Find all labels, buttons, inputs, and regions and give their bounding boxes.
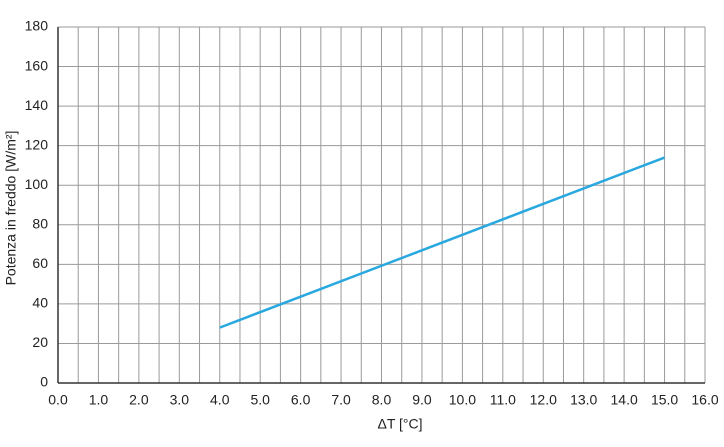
x-tick-label: 6.0 xyxy=(291,392,311,408)
x-tick-label: 5.0 xyxy=(250,392,270,408)
x-tick-label: 16.0 xyxy=(691,392,718,408)
x-tick-label: 9.0 xyxy=(412,392,432,408)
x-tick-label: 12.0 xyxy=(530,392,557,408)
data-line xyxy=(219,156,666,329)
y-tick-label: 0 xyxy=(40,374,48,390)
y-axis-label: Potenza in freddo [W/m²] xyxy=(3,131,19,286)
x-tick-label: 3.0 xyxy=(170,392,190,408)
x-tick-label: 8.0 xyxy=(372,392,392,408)
y-tick-label: 160 xyxy=(25,57,49,73)
y-tick-label: 100 xyxy=(25,176,49,192)
x-tick-label: 15.0 xyxy=(651,392,678,408)
x-tick-label: 0.0 xyxy=(48,392,68,408)
x-axis-label: ΔT [°C] xyxy=(377,416,422,432)
x-tick-label: 10.0 xyxy=(449,392,476,408)
y-tick-label: 20 xyxy=(32,334,48,350)
x-tick-label: 7.0 xyxy=(331,392,351,408)
y-tick-label: 60 xyxy=(32,255,48,271)
y-tick-label: 180 xyxy=(25,18,49,34)
x-tick-label: 13.0 xyxy=(570,392,597,408)
y-tick-label: 140 xyxy=(25,97,49,113)
y-tick-label: 40 xyxy=(32,295,48,311)
x-tick-label: 11.0 xyxy=(490,392,516,408)
x-tick-label: 2.0 xyxy=(129,392,149,408)
x-tick-label: 14.0 xyxy=(611,392,638,408)
x-tick-label: 1.0 xyxy=(89,392,109,408)
y-tick-label: 120 xyxy=(25,136,49,152)
x-tick-label: 4.0 xyxy=(210,392,230,408)
y-tick-label: 80 xyxy=(32,215,48,231)
